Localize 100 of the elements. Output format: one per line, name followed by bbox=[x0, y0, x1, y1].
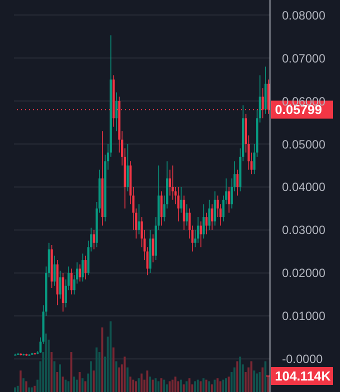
bar bbox=[112, 347, 114, 392]
bar bbox=[160, 378, 162, 392]
candlestick bbox=[200, 220, 202, 248]
bar bbox=[196, 380, 199, 392]
bar bbox=[208, 381, 210, 392]
candlestick bbox=[177, 186, 180, 222]
bar bbox=[180, 380, 182, 392]
bar bbox=[22, 378, 24, 392]
bar bbox=[53, 361, 56, 392]
bar bbox=[200, 381, 202, 392]
bar bbox=[82, 378, 84, 392]
y-tick-label: -0.0000 bbox=[282, 352, 324, 366]
bar bbox=[34, 386, 36, 392]
bar bbox=[163, 380, 166, 392]
bar bbox=[20, 370, 22, 392]
bar bbox=[78, 372, 81, 392]
bar bbox=[267, 376, 270, 392]
candlestick bbox=[202, 204, 205, 239]
bar bbox=[96, 347, 98, 392]
y-tick-label: 0.01000 bbox=[282, 309, 326, 324]
bar bbox=[30, 387, 33, 392]
bar bbox=[70, 352, 72, 392]
bar bbox=[62, 376, 64, 392]
y-tick-label: 0.07000 bbox=[282, 51, 326, 66]
bar bbox=[28, 387, 30, 392]
y-tick-label: 0.02000 bbox=[282, 266, 326, 280]
bar bbox=[152, 380, 154, 392]
bar bbox=[115, 361, 118, 392]
candlestick bbox=[84, 255, 87, 280]
candlestick bbox=[211, 204, 214, 230]
candlestick bbox=[53, 255, 56, 286]
bar bbox=[222, 380, 224, 392]
bar bbox=[194, 381, 196, 392]
bar bbox=[90, 361, 92, 392]
bar bbox=[44, 334, 47, 392]
bar bbox=[250, 361, 252, 392]
bar bbox=[50, 352, 53, 392]
bar bbox=[224, 378, 227, 392]
bar bbox=[188, 378, 190, 392]
bar bbox=[239, 356, 242, 392]
bar bbox=[84, 381, 86, 392]
bar bbox=[134, 381, 137, 392]
bar bbox=[174, 376, 176, 392]
bar bbox=[110, 321, 112, 392]
bar bbox=[262, 367, 264, 392]
bar bbox=[186, 381, 188, 392]
bar bbox=[64, 380, 67, 392]
bar bbox=[140, 374, 143, 392]
bar bbox=[258, 372, 261, 392]
candlestick bbox=[182, 195, 186, 230]
bar bbox=[129, 376, 132, 392]
y-tick-label: 0.05000 bbox=[282, 137, 326, 152]
bar bbox=[132, 380, 134, 392]
bar bbox=[182, 384, 185, 392]
y2-tick-label: 104.114K bbox=[275, 368, 332, 384]
candlestick bbox=[152, 234, 154, 263]
bar bbox=[168, 381, 171, 392]
candlestick bbox=[172, 165, 174, 200]
bar bbox=[154, 378, 157, 392]
bar bbox=[202, 378, 204, 392]
bar bbox=[92, 370, 95, 392]
bar bbox=[214, 380, 216, 392]
bar bbox=[14, 387, 16, 392]
candlestick bbox=[186, 204, 188, 226]
bar bbox=[16, 386, 19, 392]
bar bbox=[264, 361, 266, 392]
candlestick bbox=[82, 253, 84, 282]
bar bbox=[56, 372, 58, 392]
bar bbox=[149, 376, 152, 392]
bar bbox=[216, 378, 219, 392]
candlestick bbox=[70, 268, 73, 295]
bar bbox=[236, 361, 238, 392]
candlestick bbox=[126, 144, 129, 192]
bar bbox=[210, 384, 213, 392]
candlestick bbox=[236, 169, 239, 196]
candlestick bbox=[180, 186, 182, 214]
bar bbox=[228, 376, 230, 392]
candlestick bbox=[160, 190, 163, 226]
bar bbox=[124, 356, 126, 392]
bar bbox=[256, 374, 258, 392]
bar bbox=[73, 376, 76, 392]
bar bbox=[205, 380, 208, 392]
bar bbox=[126, 367, 129, 392]
y-tick-label: 0.08000 bbox=[282, 8, 326, 22]
bar bbox=[76, 380, 78, 392]
bar bbox=[253, 370, 256, 392]
y-tick-label: 0.03000 bbox=[282, 223, 326, 238]
bar bbox=[219, 381, 222, 392]
candlestick bbox=[208, 199, 210, 230]
candlestick bbox=[59, 270, 62, 300]
bar bbox=[59, 364, 62, 392]
bar bbox=[67, 381, 70, 392]
bar bbox=[101, 327, 104, 392]
bar bbox=[157, 381, 160, 392]
candlestick bbox=[214, 190, 216, 226]
bar bbox=[172, 380, 174, 392]
y-tick-label: 0.04000 bbox=[282, 180, 326, 194]
bar bbox=[233, 367, 236, 392]
bar bbox=[146, 370, 148, 392]
bar bbox=[25, 381, 28, 392]
